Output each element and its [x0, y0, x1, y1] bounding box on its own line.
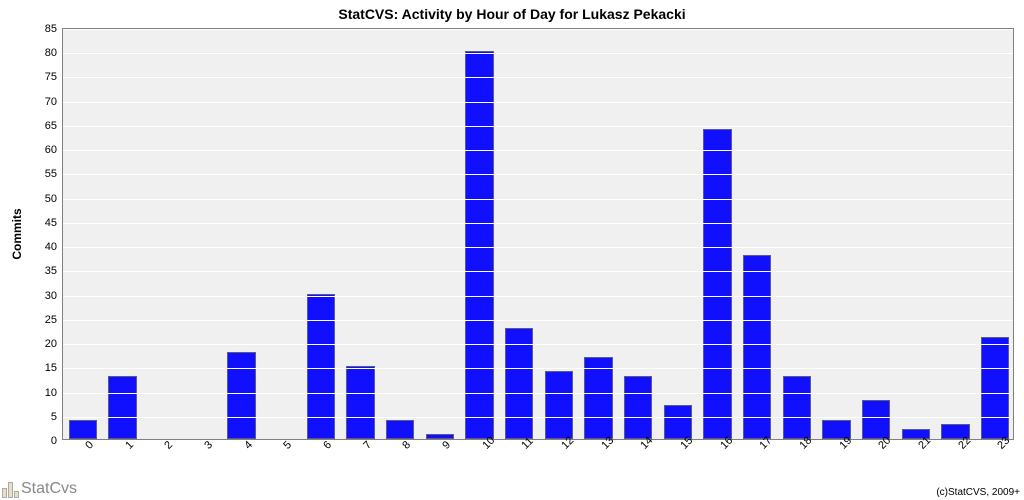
gridline — [63, 368, 1013, 369]
gridline — [63, 223, 1013, 224]
ytick-label: 45 — [45, 217, 63, 229]
gridline — [63, 174, 1013, 175]
bar — [743, 255, 772, 439]
ytick-label: 65 — [45, 120, 63, 132]
gridline — [63, 417, 1013, 418]
gridline — [63, 320, 1013, 321]
statcvs-logo: StatCvs — [2, 480, 77, 498]
gridline — [63, 150, 1013, 151]
ytick-label: 35 — [45, 265, 63, 277]
logo-bars-icon — [2, 480, 19, 498]
gridline — [63, 29, 1013, 30]
ytick-label: 50 — [45, 193, 63, 205]
ytick-label: 70 — [45, 96, 63, 108]
ytick-label: 80 — [45, 47, 63, 59]
ytick-label: 60 — [45, 144, 63, 156]
plot-area: Commits 05101520253035404550556065707580… — [62, 28, 1014, 440]
ytick-label: 25 — [45, 314, 63, 326]
gridline — [63, 77, 1013, 78]
bar — [783, 376, 812, 439]
ytick-label: 20 — [45, 338, 63, 350]
bar — [227, 352, 256, 439]
ytick-label: 30 — [45, 290, 63, 302]
gridline — [63, 53, 1013, 54]
ytick-label: 10 — [45, 387, 63, 399]
ytick-label: 85 — [45, 23, 63, 35]
logo-text: StatCvs — [21, 480, 77, 498]
ytick-label: 5 — [51, 411, 63, 423]
chart-title: StatCVS: Activity by Hour of Day for Luk… — [0, 0, 1024, 22]
copyright-text: (c)StatCVS, 2009+ — [936, 487, 1020, 498]
ytick-label: 15 — [45, 362, 63, 374]
gridline — [63, 199, 1013, 200]
bar — [108, 376, 137, 439]
gridline — [63, 247, 1013, 248]
y-axis-label: Commits — [10, 208, 24, 259]
bar — [624, 376, 653, 439]
gridline — [63, 126, 1013, 127]
gridline — [63, 102, 1013, 103]
gridline — [63, 393, 1013, 394]
gridline — [63, 271, 1013, 272]
bars-layer — [63, 29, 1013, 439]
gridline — [63, 296, 1013, 297]
bar — [545, 371, 574, 439]
bar — [465, 51, 494, 439]
ytick-label: 55 — [45, 168, 63, 180]
ytick-label: 0 — [51, 435, 63, 447]
ytick-label: 75 — [45, 71, 63, 83]
bar — [346, 366, 375, 439]
bar — [981, 337, 1010, 439]
gridline — [63, 344, 1013, 345]
ytick-label: 40 — [45, 241, 63, 253]
